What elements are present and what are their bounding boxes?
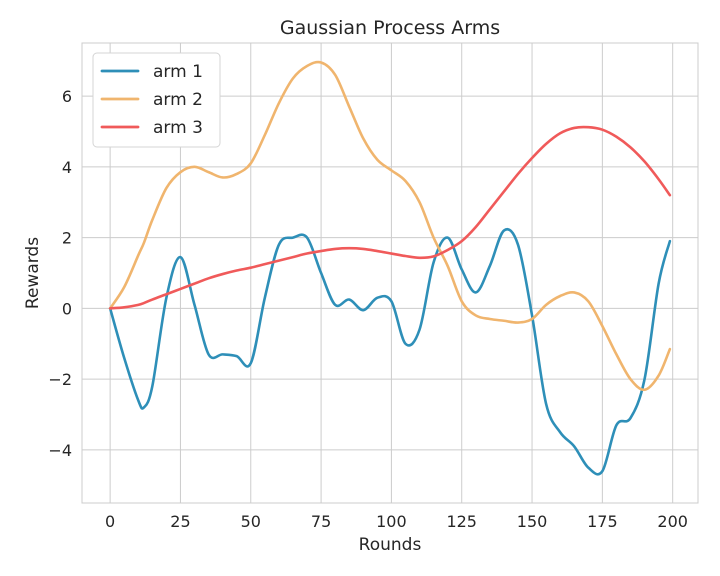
grid-lines [82,43,698,503]
y-tick-label: 2 [62,229,72,248]
legend-box [92,52,221,148]
x-tick-label: 50 [241,512,261,531]
y-tick-label: 6 [62,87,72,106]
y-tick-label: −4 [48,441,72,460]
chart-title: Gaussian Process Arms [280,17,500,39]
x-tick-label: 125 [446,512,477,531]
y-tick-label: −2 [48,370,72,389]
x-tick-label: 200 [657,512,688,531]
x-tick-label: 0 [105,512,115,531]
series-lines [108,60,672,476]
legend-label: arm 3 [153,118,203,138]
series-line-arm-2 [108,60,672,392]
x-tick-label: 100 [376,512,407,531]
y-tick-label: 0 [62,299,72,318]
y-tick-labels: −4 −2 0 2 4 6 [48,87,72,460]
series-line-arm-3 [108,125,672,310]
y-tick-label: 4 [62,158,72,177]
x-tick-label: 150 [517,512,548,531]
y-axis-label: Rewards [23,237,43,309]
legend-label: arm 1 [153,62,203,82]
x-axis-label: Rounds [359,535,422,555]
x-tick-label: 175 [587,512,618,531]
x-tick-labels: 0 25 50 75 100 125 150 175 200 [105,512,688,531]
x-tick-label: 25 [170,512,190,531]
legend: arm 1 arm 2 arm 3 [92,52,221,148]
series-line-arm-1 [108,227,672,476]
legend-label: arm 2 [153,90,203,110]
x-tick-label: 75 [311,512,331,531]
